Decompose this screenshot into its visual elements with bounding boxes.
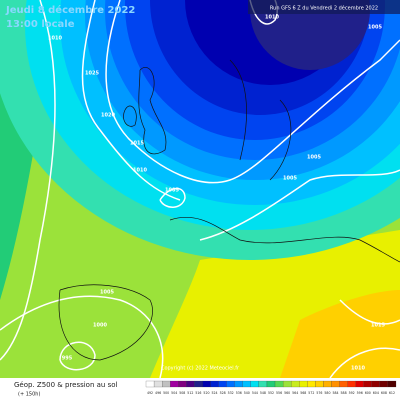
scale-label: 576 [316,391,322,395]
isobar-label: 1015 [371,323,385,329]
scale-swatch [339,380,348,388]
scale-swatch [323,380,332,388]
color-scale: 492 496 500 504 508 512 516 520 524 528 532 536 540 5… [145,380,397,395]
scale-swatch [258,380,268,388]
isobar-label: 1005 [368,25,382,31]
isobar-label: 1005 [307,155,321,161]
scale-swatch [355,380,364,388]
scale-label: 588 [341,391,347,395]
scale-label: 560 [284,391,290,395]
isobar-labels: 1010 1025 1020 1015 1010 1005 1010 1005 1005 1005… [48,15,385,372]
scale-label: 556 [276,391,282,395]
scale-swatch [202,380,211,388]
scale-label: 500 [163,391,169,395]
scale-swatch [274,380,284,388]
scale-label: 528 [220,391,226,395]
scale-label: 568 [300,391,306,395]
isobar-label: 1000 [93,323,107,329]
run-banner [248,0,400,14]
isobar-label: 1015 [130,141,144,147]
scale-label: 608 [381,391,387,395]
scale-swatch [153,380,163,388]
scale-label: 548 [260,391,266,395]
footer-lead: (+ 150h) [18,392,40,398]
isobars [0,0,400,378]
scale-label: 504 [171,391,177,395]
scale-swatch [307,380,316,388]
scale-swatch [226,380,235,388]
scale-swatch [162,380,171,388]
footer-title: Géop. Z500 & pression au sol [14,381,118,389]
isobar-label: 1005 [100,290,114,296]
isobar-label: 1005 [283,176,297,182]
field-contour [250,0,370,70]
scale-label: 584 [332,391,338,395]
scale-label: 544 [252,391,258,395]
copyright: Copyright (c) 2022 Meteociel.fr [161,366,240,372]
scale-swatch [242,380,251,388]
field-orange [280,290,400,378]
scale-label: 496 [155,391,161,395]
isobar-label: 1010 [133,168,147,174]
scale-swatch [194,380,203,388]
scale-swatch [371,380,380,388]
scale-label: 596 [357,391,363,395]
scale-swatch [210,380,219,388]
scale-swatch [387,380,397,388]
scale-label: 520 [203,391,209,395]
scale-swatch [178,380,187,388]
scale-swatch [186,380,195,388]
isobar-label: 1010 [351,366,365,372]
scale-swatch [170,380,179,388]
map-field [0,0,400,378]
scale-label: 580 [324,391,330,395]
isobar-label: 995 [62,356,73,362]
scale-label: 524 [212,391,218,395]
scale-swatch [299,380,308,388]
scale-label: 532 [228,391,234,395]
scale-swatch [291,380,300,388]
scale-label: 604 [373,391,379,395]
forecast-time: 13:00 locale [6,19,75,30]
scale-swatch [250,380,260,388]
scale-label: 516 [195,391,201,395]
scale-swatch [266,380,276,388]
scale-swatch [363,380,372,388]
scale-swatch [379,380,389,388]
scale-label: 564 [292,391,298,395]
scale-swatch [315,380,324,388]
isobar-label: 1025 [85,71,99,77]
scale-swatch [331,380,340,388]
scale-label: 572 [308,391,314,395]
scale-label: 492 [147,391,153,395]
scale-swatch [234,380,243,388]
scale-label: 600 [365,391,371,395]
forecast-date: Jeudi 8 décembre 2022 [5,4,135,16]
scale-label: 540 [244,391,250,395]
scale-label: 592 [349,391,355,395]
isobar-label: 1005 [165,188,179,194]
scale-label: 536 [236,391,242,395]
run-info: Run GFS 6 Z du Vendredi 2 décembre 2022 [270,5,378,12]
scale-label: 552 [268,391,274,395]
isobar-label: 1010 [48,36,62,42]
scale-swatch [347,380,356,388]
scale-swatch [218,380,227,388]
isobar-label: 1020 [101,113,115,119]
scale-label: 508 [179,391,185,395]
isobar-label: 1010 [265,15,279,21]
scale-label: 612 [389,391,395,395]
scale-swatch [145,380,155,388]
scale-swatch [282,380,292,388]
scale-label: 512 [187,391,193,395]
